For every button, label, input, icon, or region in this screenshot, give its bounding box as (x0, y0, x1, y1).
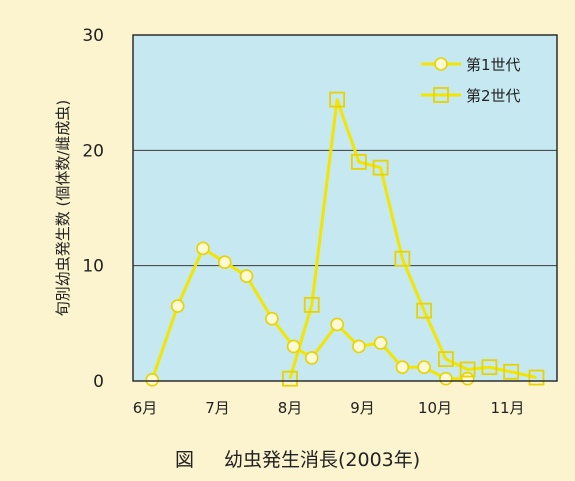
data-point-square (329, 91, 346, 108)
x-tick-label: 9月 (350, 399, 375, 417)
x-axis-ticks: 6月 7月 8月 9月 10月 11月 (133, 399, 525, 417)
series-line-2 (288, 98, 537, 380)
data-point-circle (286, 339, 301, 354)
data-point-circle (145, 373, 160, 387)
caption-figure-label: 図 (175, 449, 194, 471)
data-point-square (416, 302, 433, 319)
data-point-circle (352, 339, 366, 354)
y-tick-label: 0 (93, 372, 104, 392)
x-tick-label: 8月 (278, 399, 303, 417)
x-tick-label: 6月 (133, 399, 158, 417)
y-tick-label: 20 (82, 141, 104, 161)
data-point-square (503, 363, 520, 380)
data-point-circle (196, 241, 210, 256)
grid-lines (133, 149, 557, 267)
data-point-square (350, 153, 367, 170)
data-point-circle (170, 299, 185, 313)
data-point-circle (417, 360, 431, 374)
y-tick-label: 10 (82, 257, 104, 277)
data-point-square (303, 296, 320, 313)
x-tick-label: 10月 (418, 399, 452, 417)
legend-label-series-1: 第1世代 (466, 56, 521, 74)
data-point-circle (217, 255, 232, 270)
data-point-circle (239, 269, 254, 283)
data-point-circle (330, 317, 344, 332)
legend-marker-circle (434, 57, 448, 71)
data-point-circle (265, 311, 279, 326)
data-point-square (481, 359, 498, 376)
data-point-circle (395, 360, 410, 374)
plot-frame (132, 34, 558, 382)
legend-marker-square (433, 87, 449, 103)
caption-title: 幼虫発生消長(2003年) (224, 449, 420, 471)
data-point-circle (373, 336, 388, 350)
data-point-square (528, 369, 545, 386)
data-point-circle (439, 371, 453, 386)
data-point-square (372, 159, 389, 176)
data-point-circle (460, 371, 475, 386)
data-point-square (459, 361, 476, 378)
x-tick-label: 7月 (205, 399, 230, 417)
x-tick-label: 11月 (490, 399, 524, 417)
y-axis-ticks: 0 10 20 30 (82, 26, 104, 392)
y-tick-label: 30 (82, 26, 104, 46)
legend: 第1世代 第2世代 (421, 56, 521, 105)
y-axis-label: 旬別幼虫発生数 (個体数/雌成虫) (54, 100, 72, 317)
data-point-circle (304, 351, 319, 365)
legend-label-series-2: 第2世代 (466, 87, 521, 105)
data-point-square (437, 351, 454, 367)
data-point-square (394, 250, 411, 267)
data-point-square (282, 370, 298, 387)
